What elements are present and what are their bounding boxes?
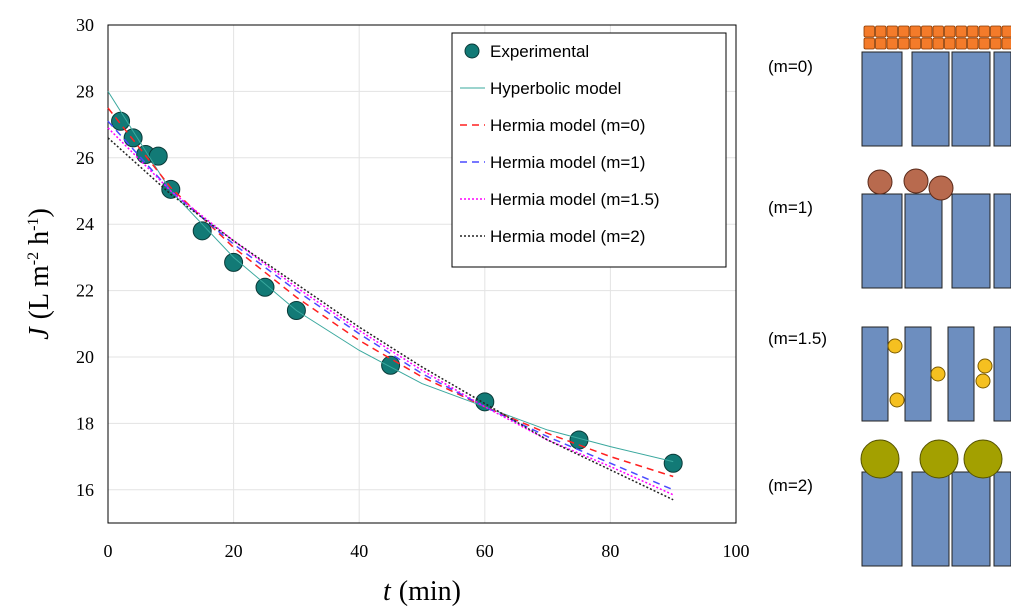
y-axis-label: J (L m-2 h-1) (24, 208, 55, 340)
diagram: (m=0) (m=1) (m=1.5) (m=2) (768, 25, 1011, 567)
y-axis-label-part: J (24, 326, 55, 340)
x-tick-label: 80 (601, 541, 619, 561)
x-tick-label: 100 (723, 541, 750, 561)
cake-square (967, 37, 979, 50)
legend-label: Hermia model (m=0) (490, 116, 645, 135)
cake-square (921, 37, 933, 50)
cake-particles (863, 25, 1011, 50)
cake-square (909, 37, 921, 50)
cake-square (886, 37, 898, 50)
cake-square (886, 25, 898, 38)
model-line (107, 120, 674, 491)
y-tick-label: 16 (76, 480, 94, 500)
diagram-label: (m=2) (768, 476, 813, 495)
legend-label: Hermia model (m=1) (490, 153, 645, 172)
y-axis-label-part: -2 (25, 252, 42, 265)
data-point (381, 355, 401, 375)
legend-marker (464, 43, 480, 59)
x-axis-label-part: t (383, 576, 392, 607)
y-axis-label-part: ) (24, 208, 55, 217)
x-axis-label: t (min) (383, 576, 461, 607)
diagram-label: (m=1.5) (768, 329, 827, 348)
cake-square (921, 25, 933, 38)
cake-square (909, 25, 921, 38)
legend-label: Hermia model (m=1.5) (490, 190, 660, 209)
cake-square (944, 25, 956, 38)
cake-square (863, 37, 875, 50)
y-axis-label-part: h (24, 231, 55, 252)
internal-particles (887, 338, 993, 408)
cake-square (967, 25, 979, 38)
y-tick-label: 28 (76, 81, 94, 101)
y-tick-label: 26 (76, 148, 94, 168)
cake-square (875, 25, 887, 38)
cake-square (978, 25, 990, 38)
cake-square (932, 25, 944, 38)
blocking-particles (867, 168, 954, 201)
model-line (107, 127, 674, 496)
data-point (255, 277, 275, 297)
membrane-pores (861, 51, 1011, 567)
cake-square (898, 37, 910, 50)
diagram-label: (m=1) (768, 198, 813, 217)
data-point (123, 128, 143, 148)
legend-box (451, 32, 727, 268)
legend-label: Hermia model (m=2) (490, 227, 645, 246)
cake-square (1001, 37, 1011, 50)
legend-label: Experimental (490, 42, 589, 61)
x-tick-label: 60 (476, 541, 494, 561)
cake-square (875, 37, 887, 50)
model-line (107, 137, 674, 501)
data-point (148, 146, 168, 166)
legend: Experimental Hyperbolic model Hermia model… (451, 32, 727, 268)
data-point (569, 430, 589, 450)
data-point (192, 221, 212, 241)
data-point (111, 111, 131, 131)
cake-square (1001, 25, 1011, 38)
cake-square (990, 37, 1002, 50)
cake-square (898, 25, 910, 38)
y-axis-label-part: -1 (25, 218, 42, 231)
y-tick-label: 24 (76, 214, 94, 234)
y-axis-label-part: (L m (24, 265, 55, 319)
cake-square (978, 37, 990, 50)
cake-square (990, 25, 1002, 38)
y-tick-label: 22 (76, 281, 94, 301)
cake-square (955, 37, 967, 50)
y-tick-label: 20 (76, 347, 94, 367)
bridging-particles (860, 439, 1003, 479)
cake-square (944, 37, 956, 50)
data-point (224, 252, 244, 272)
x-axis-label-part: (min) (399, 576, 461, 607)
data-point (663, 453, 683, 473)
x-tick-label: 40 (350, 541, 368, 561)
diagram-label: (m=0) (768, 57, 813, 76)
x-tick-label: 0 (104, 541, 113, 561)
data-point (475, 392, 495, 412)
y-tick-label: 18 (76, 413, 94, 433)
x-tick-label: 20 (225, 541, 243, 561)
cake-square (932, 37, 944, 50)
cake-square (863, 25, 875, 38)
cake-square (955, 25, 967, 38)
y-tick-label: 30 (76, 15, 94, 35)
plot-frame (107, 24, 737, 524)
legend-label: Hyperbolic model (490, 79, 621, 98)
model-line (107, 91, 674, 463)
